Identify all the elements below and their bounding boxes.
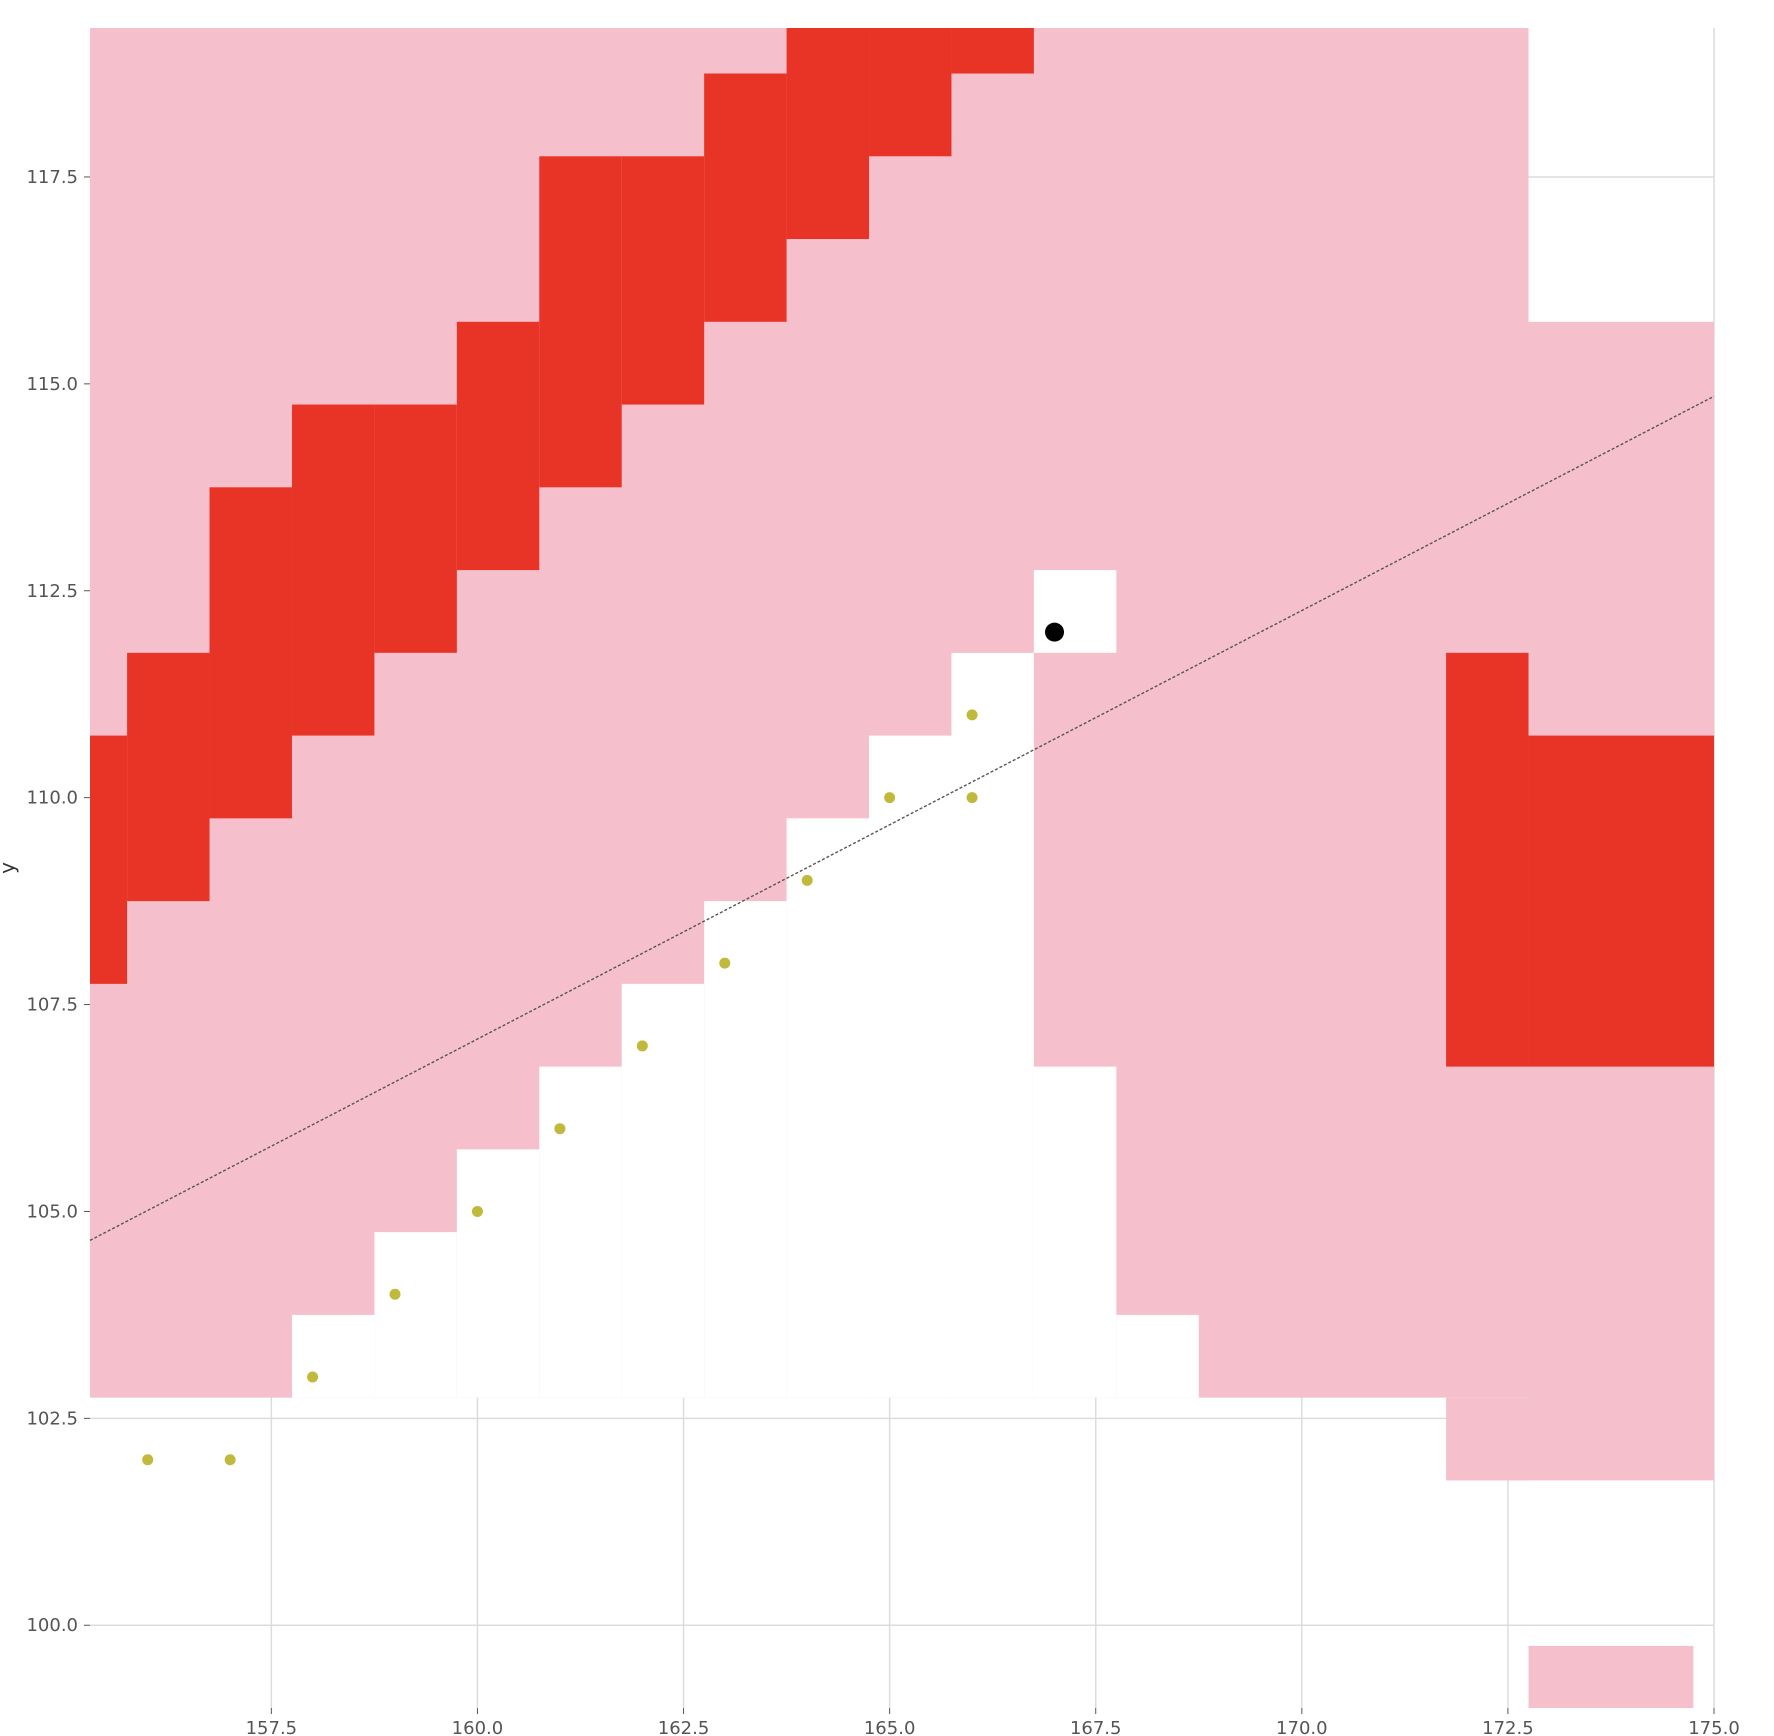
heatmap-cell-none-12 <box>951 652 1034 1398</box>
heatmap-cell-high-29 <box>1528 735 1714 1067</box>
heatmap-cell-high-16 <box>90 735 128 984</box>
heatmap-cell-none-7 <box>539 1066 622 1398</box>
heatmap-cell-none-13 <box>1033 1066 1117 1398</box>
axes: 157.5 160.0 162.5 165.0 167.5 170.0 172.5 175.0… <box>0 167 1740 1736</box>
data-point-7 <box>719 957 731 969</box>
x-tick-label-5: 170.0 <box>1276 1718 1328 1736</box>
heatmap-cell-high-26 <box>869 28 952 157</box>
data-point-11 <box>966 709 978 721</box>
heatmap-cell-none-11 <box>869 735 952 1398</box>
y-tick-label-6: 115.0 <box>26 374 78 395</box>
x-tick-label-3: 165.0 <box>864 1718 916 1736</box>
heatmap-cell-none-9 <box>704 901 787 1398</box>
heatmap-cell-none-8 <box>621 983 705 1398</box>
heatmap-cell-low-2 <box>1446 1397 1529 1481</box>
data-point-8 <box>801 874 813 886</box>
y-tick-label-0: 100.0 <box>26 1615 78 1636</box>
data-point-0 <box>142 1454 154 1466</box>
data-point-5 <box>554 1123 566 1135</box>
y-axis-label: y <box>0 862 19 874</box>
y-tick-label-3: 107.5 <box>26 995 78 1016</box>
y-tick-label-5: 112.5 <box>26 581 78 602</box>
heatmap-cell-high-23 <box>621 156 705 405</box>
data-point-6 <box>636 1040 648 1052</box>
x-tick-label-4: 167.5 <box>1070 1718 1122 1736</box>
heatmap-cell-none-14 <box>1116 1314 1199 1398</box>
data-point-10 <box>966 792 978 804</box>
x-tick-label-1: 160.0 <box>452 1718 504 1736</box>
x-axis-label: x <box>896 1733 908 1736</box>
y-tick-label-2: 105.0 <box>26 1201 78 1222</box>
data-point-9 <box>884 792 896 804</box>
x-tick-label-2: 162.5 <box>658 1718 710 1736</box>
fit-line <box>89 395 1715 1242</box>
heatmap-cell-high-21 <box>456 321 540 571</box>
heatmap-cell-high-20 <box>374 404 457 653</box>
heatmap-cells <box>90 28 1714 1708</box>
data-point-4 <box>471 1205 483 1217</box>
x-tick-label-6: 172.5 <box>1482 1718 1534 1736</box>
highlight-marker <box>1045 622 1065 642</box>
heatmap-cell-low-3 <box>1528 1645 1694 1708</box>
scatter-points <box>142 622 1065 1466</box>
fit-line-layer <box>89 395 1715 1242</box>
heatmap-cell-none-5 <box>374 1232 457 1398</box>
data-point-1 <box>224 1454 236 1466</box>
x-tick-label-0: 157.5 <box>246 1718 298 1736</box>
y-tick-label-4: 110.0 <box>26 788 78 809</box>
heatmap-cell-none-6 <box>456 1149 540 1398</box>
heatmap-cell-none-4 <box>291 1314 375 1398</box>
heatmap-cell-high-25 <box>786 28 870 240</box>
heatmap-cell-high-19 <box>291 404 375 736</box>
heatmap-cell-high-28 <box>1446 652 1529 1067</box>
heatmap-cell-high-24 <box>704 73 787 322</box>
y-tick-label-7: 117.5 <box>26 167 78 188</box>
heatmap-cell-none-15 <box>1033 570 1117 653</box>
data-point-2 <box>307 1371 319 1383</box>
data-point-3 <box>389 1288 401 1300</box>
x-tick-label-7: 175.0 <box>1688 1718 1740 1736</box>
heatmap-cell-none-10 <box>786 818 870 1398</box>
heatmap-cell-high-18 <box>209 487 292 819</box>
heatmap-cell-high-27 <box>951 28 1034 74</box>
heatmap-cell-high-22 <box>539 156 622 488</box>
y-tick-label-1: 102.5 <box>26 1408 78 1429</box>
heatmap-cell-high-17 <box>127 652 210 902</box>
